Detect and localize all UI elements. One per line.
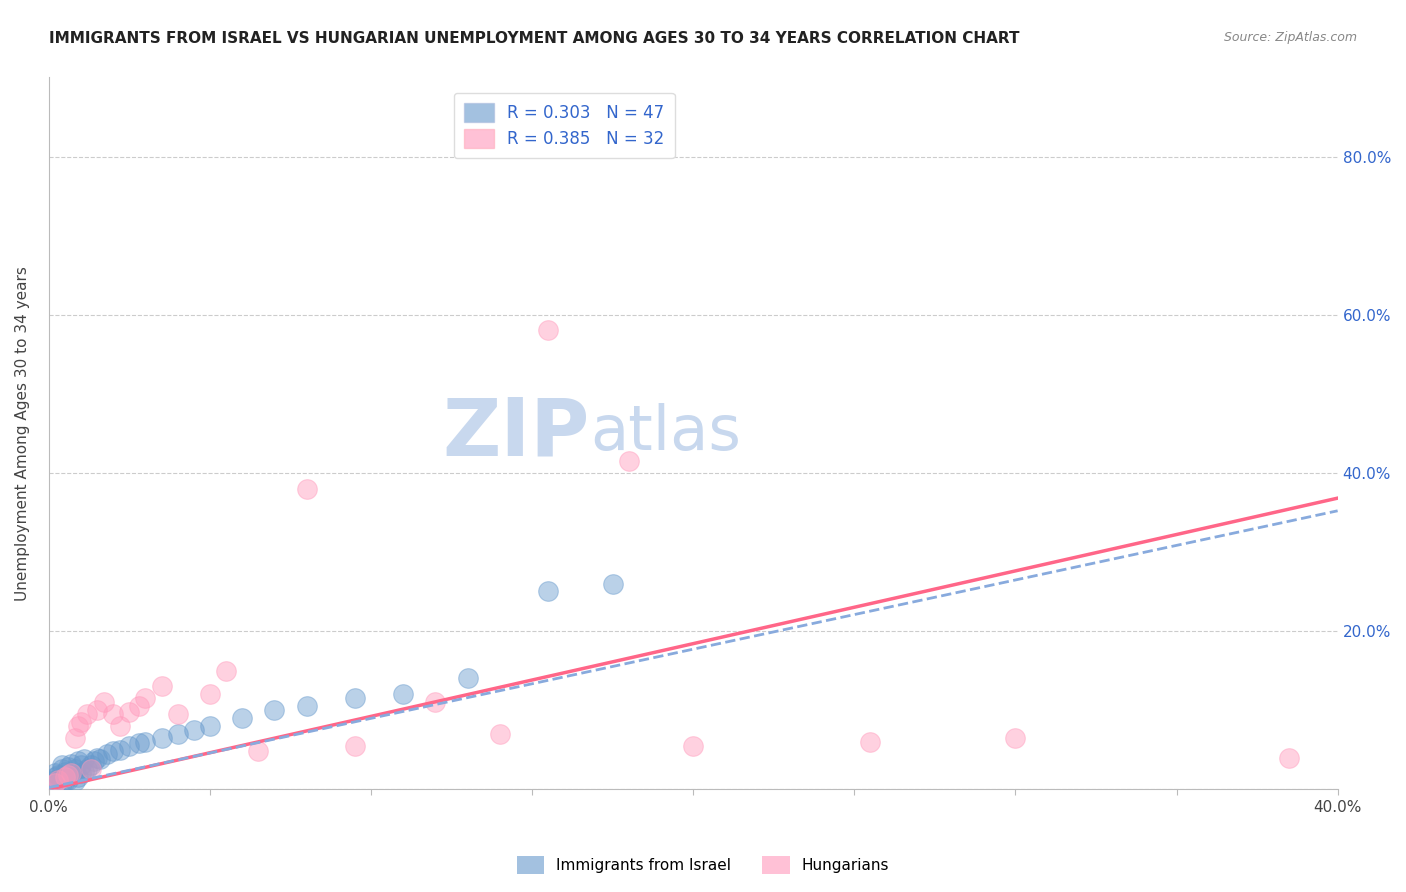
Point [63,763,86,777]
Point [86,703,108,717]
Point [83,755,105,769]
Point [96,747,118,761]
Point [108,742,131,756]
Point [86,750,108,764]
Point [108,719,131,733]
Point [198,687,221,701]
Point [53,764,76,779]
Text: ZIP: ZIP [443,394,591,472]
Point [70,758,93,772]
Point [60,766,83,780]
Point [66,755,89,769]
Point [682,739,704,753]
Point [76,763,98,777]
Point [73,764,96,779]
Point [392,687,415,701]
Point [79,758,101,772]
Point [56,768,79,782]
Point [457,672,479,686]
Point [53,770,76,784]
Y-axis label: Unemployment Among Ages 30 to 34 years: Unemployment Among Ages 30 to 34 years [15,266,30,600]
Point [60,756,83,771]
Point [44,766,66,780]
Point [51,758,73,772]
Point [859,734,882,748]
Point [48,768,70,782]
Legend: Immigrants from Israel, Hungarians: Immigrants from Israel, Hungarians [510,850,896,880]
Point [183,723,205,737]
Point [66,719,89,733]
Point [41,774,63,789]
Point [44,770,66,784]
Point [89,752,111,766]
Point [128,736,150,750]
Point [602,576,624,591]
Point [134,691,156,706]
Point [118,739,141,753]
Point [489,727,512,741]
Point [150,731,173,745]
Point [617,454,640,468]
Point [70,714,93,729]
Point [215,664,238,678]
Point [48,772,70,787]
Point [1004,731,1026,745]
Point [56,772,79,787]
Point [56,760,79,774]
Point [118,705,141,719]
Point [263,703,285,717]
Point [103,706,125,721]
Point [103,744,125,758]
Text: Source: ZipAtlas.com: Source: ZipAtlas.com [1223,31,1357,45]
Text: IMMIGRANTS FROM ISRAEL VS HUNGARIAN UNEMPLOYMENT AMONG AGES 30 TO 34 YEARS CORRE: IMMIGRANTS FROM ISRAEL VS HUNGARIAN UNEM… [49,31,1019,46]
Point [79,763,101,777]
Point [53,774,76,789]
Point [76,706,98,721]
Point [343,691,366,706]
Point [198,719,221,733]
Point [53,770,76,784]
Point [166,727,188,741]
Point [66,770,89,784]
Point [295,482,318,496]
Point [231,711,253,725]
Point [295,699,318,714]
Point [247,744,270,758]
Point [150,679,173,693]
Point [70,766,93,780]
Point [63,774,86,789]
Point [537,584,560,599]
Point [51,776,73,790]
Point [134,734,156,748]
Point [166,706,188,721]
Point [537,324,560,338]
Point [73,752,96,766]
Text: atlas: atlas [591,403,741,463]
Point [1278,750,1301,764]
Point [48,772,70,787]
Point [128,699,150,714]
Point [44,776,66,790]
Point [343,739,366,753]
Point [63,731,86,745]
Point [93,695,115,709]
Point [51,763,73,777]
Point [425,695,447,709]
Point [44,778,66,792]
Point [60,768,83,782]
Legend: R = 0.303   N = 47, R = 0.385   N = 32: R = 0.303 N = 47, R = 0.385 N = 32 [454,93,675,158]
